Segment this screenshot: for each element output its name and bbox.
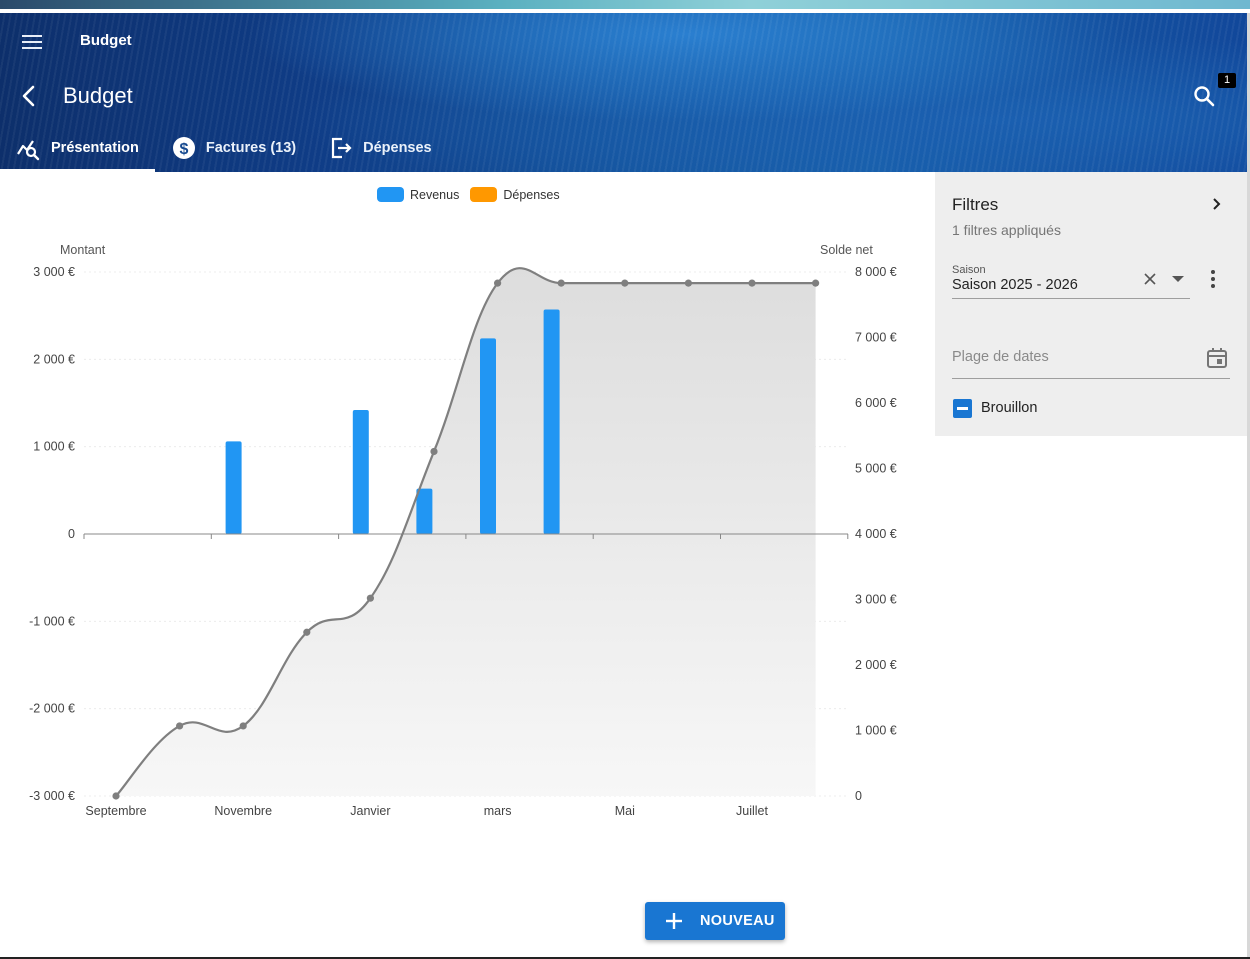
budget-chart: Revenus Dépenses Montant Solde net 3 000… <box>0 172 935 959</box>
season-underline <box>952 298 1190 299</box>
solde-point[interactable] <box>366 594 374 602</box>
chart-search-icon <box>17 140 40 161</box>
solde-point[interactable] <box>812 279 820 287</box>
x-tick-label: Novembre <box>214 804 272 818</box>
right-tick-label: 1 000 € <box>855 724 897 738</box>
app-title: Budget <box>80 32 132 49</box>
new-button[interactable]: NOUVEAU <box>645 902 785 940</box>
revenus-bar[interactable] <box>225 441 242 534</box>
season-select[interactable]: Saison 2025 - 2026 <box>952 277 1078 293</box>
date-range-underline <box>952 378 1230 379</box>
filters-panel: Filtres 1 filtres appliqués Saison Saiso… <box>935 172 1247 436</box>
revenus-bar[interactable] <box>352 409 369 534</box>
tab-depenses[interactable]: Dépenses <box>312 128 448 168</box>
page-title: Budget <box>63 83 133 108</box>
revenus-bar[interactable] <box>543 309 560 534</box>
season-label: Saison <box>952 264 986 276</box>
left-tick-label: 0 <box>68 527 75 541</box>
x-tick-label: Septembre <box>85 804 146 818</box>
solde-point[interactable] <box>748 279 756 287</box>
solde-point[interactable] <box>684 279 693 287</box>
left-tick-label: 2 000 € <box>33 352 75 366</box>
plus-icon <box>666 913 682 929</box>
tab-factures[interactable]: $ Factures (13) <box>155 128 312 168</box>
solde-point[interactable] <box>112 792 120 800</box>
x-tick-label: mars <box>484 804 512 818</box>
close-icon[interactable] <box>1141 270 1159 288</box>
chevron-right-icon[interactable] <box>1207 194 1227 214</box>
brouillon-checkbox[interactable] <box>953 399 972 418</box>
filters-title: Filtres <box>952 195 999 214</box>
solde-area <box>116 268 816 796</box>
right-tick-label: 8 000 € <box>855 265 897 279</box>
legend-swatch-depenses <box>470 187 498 202</box>
right-tick-label: 4 000 € <box>855 527 897 541</box>
revenus-bar[interactable] <box>480 338 496 534</box>
back-arrow-icon[interactable] <box>16 82 44 110</box>
header-top-divider <box>0 9 1250 13</box>
legend-label-revenus: Revenus <box>410 187 460 202</box>
solde-point[interactable] <box>303 628 311 636</box>
dollar-circle-icon: $ <box>172 137 195 159</box>
tab-depenses-label: Dépenses <box>363 140 432 156</box>
tab-factures-label: Factures (13) <box>205 140 297 156</box>
right-tick-label: 2 000 € <box>855 658 897 672</box>
chart-legend: Revenus Dépenses <box>377 187 571 202</box>
x-tick-label: Mai <box>615 804 635 818</box>
right-tick-label: 0 <box>855 789 862 803</box>
brouillon-label: Brouillon <box>981 400 1038 416</box>
export-icon <box>332 137 352 159</box>
right-tick-label: 6 000 € <box>855 396 897 410</box>
solde-point[interactable] <box>557 279 565 287</box>
revenus-bar[interactable] <box>416 488 433 534</box>
x-tick-label: Janvier <box>350 804 390 818</box>
x-tick-label: Juillet <box>736 804 768 818</box>
hamburger-menu-icon[interactable] <box>22 33 46 51</box>
solde-point[interactable] <box>494 279 502 287</box>
legend-item-depenses[interactable]: Dépenses <box>470 187 560 202</box>
svg-text:$: $ <box>179 141 188 158</box>
window-edge <box>1247 13 1250 959</box>
more-vert-icon[interactable] <box>1203 268 1223 290</box>
legend-item-revenus[interactable]: Revenus <box>377 187 459 202</box>
x-axis <box>83 533 849 539</box>
chart-plot: Montant Solde net 3 000 € 2 000 € 1 000 € 0… <box>29 243 897 818</box>
app-header: Budget Budget 1 Présentation $ <box>0 0 1250 172</box>
calendar-icon[interactable] <box>1205 346 1229 370</box>
legend-swatch-revenus <box>377 187 404 202</box>
legend-label-depenses: Dépenses <box>503 187 560 202</box>
revenus-bars <box>225 309 560 534</box>
left-tick-label: 3 000 € <box>33 265 75 279</box>
solde-point[interactable] <box>621 279 629 287</box>
tab-presentation-label: Présentation <box>51 140 139 156</box>
right-axis-title: Solde net <box>820 243 873 257</box>
left-tick-label: 1 000 € <box>33 440 75 454</box>
solde-line <box>112 267 820 800</box>
left-tick-label: -1 000 € <box>29 614 75 628</box>
search-badge: 1 <box>1218 73 1236 88</box>
filters-subtitle: 1 filtres appliqués <box>952 222 1061 238</box>
search-icon[interactable] <box>1190 82 1218 110</box>
right-tick-label: 7 000 € <box>855 331 897 345</box>
bottom-border <box>0 957 1250 959</box>
date-range-input[interactable]: Plage de dates <box>952 349 1049 365</box>
right-tick-label: 5 000 € <box>855 462 897 476</box>
new-button-label: NOUVEAU <box>700 913 775 929</box>
left-axis-title: Montant <box>60 243 106 257</box>
header-top-strip <box>0 0 1250 9</box>
axis-tick-labels: 3 000 € 2 000 € 1 000 € 0 -1 000 € -2 000 € -3… <box>29 265 897 818</box>
tab-presentation[interactable]: Présentation <box>0 128 155 172</box>
left-tick-label: -2 000 € <box>29 702 75 716</box>
solde-point[interactable] <box>176 722 184 730</box>
solde-area-fill <box>116 268 816 796</box>
solde-point[interactable] <box>239 722 247 730</box>
left-tick-label: -3 000 € <box>29 789 75 803</box>
tab-bar: Présentation $ Factures (13) Dépenses <box>0 128 448 172</box>
dropdown-arrow-icon[interactable] <box>1169 270 1187 288</box>
right-tick-label: 3 000 € <box>855 593 897 607</box>
solde-line-path <box>115 267 816 797</box>
solde-point[interactable] <box>430 447 438 456</box>
